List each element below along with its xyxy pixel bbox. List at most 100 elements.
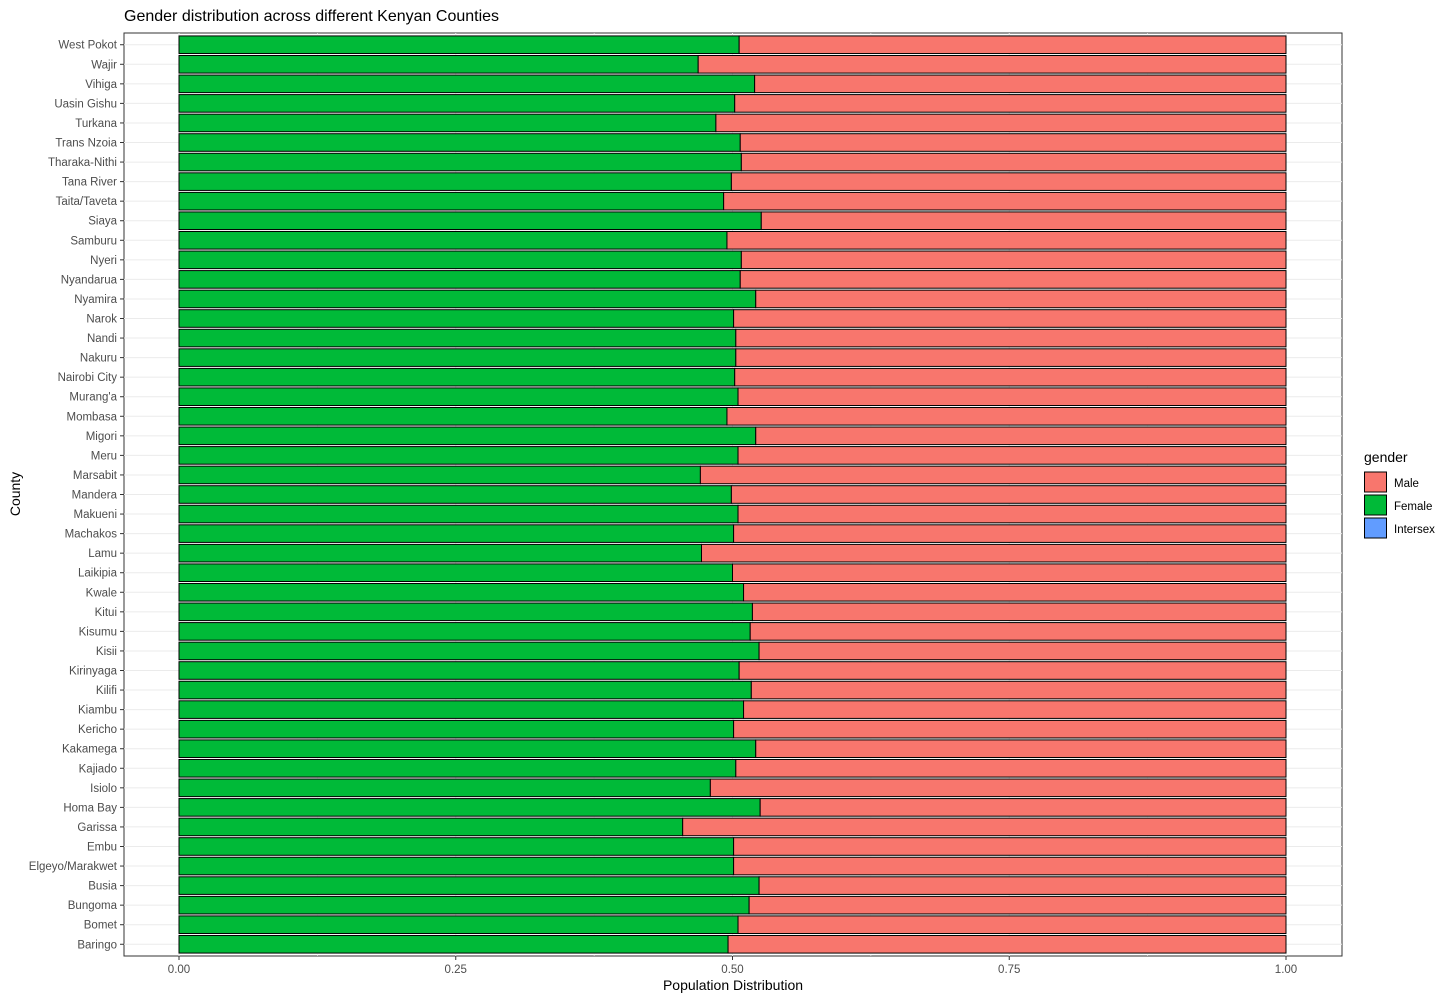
bar-male xyxy=(682,817,1287,837)
bar-male xyxy=(738,661,1287,680)
bar-female xyxy=(178,837,735,856)
y-tick-label: Kwale xyxy=(86,587,117,599)
bar-female xyxy=(178,719,735,739)
bar-male xyxy=(737,915,1287,935)
bar-female xyxy=(178,895,750,915)
bar-female xyxy=(178,661,740,680)
bar-female xyxy=(178,289,757,309)
y-tick-label: Tana River xyxy=(62,177,117,189)
bar-male xyxy=(735,348,1287,367)
bar-female xyxy=(178,446,739,465)
bar-male xyxy=(739,133,1287,152)
y-tick-label: Embu xyxy=(87,841,117,853)
bar-female xyxy=(178,113,717,133)
bar-male xyxy=(726,406,1287,426)
bar-female xyxy=(178,367,736,387)
bar-female xyxy=(178,798,761,817)
y-tick-label: Nyamira xyxy=(74,294,117,306)
y-axis: West Pokot Wajir Vihiga Uasin Gishu Turkana T… xyxy=(29,40,124,951)
y-tick-label: Bomet xyxy=(84,920,118,932)
y-tick-label: Nakuru xyxy=(80,353,117,365)
bar-male xyxy=(740,152,1287,172)
y-tick-label: Lamu xyxy=(88,548,117,560)
bar-male xyxy=(737,387,1287,407)
y-tick-label: Mandera xyxy=(72,490,118,502)
y-tick-label: Kisii xyxy=(96,646,117,658)
bar-male xyxy=(743,700,1287,719)
bar-male xyxy=(738,35,1287,55)
x-tick-label: 0.25 xyxy=(445,964,467,976)
bar-male xyxy=(723,191,1287,211)
bar-female xyxy=(178,172,732,191)
x-tick-label: 1.00 xyxy=(1275,964,1297,976)
bar-male xyxy=(755,289,1287,309)
bar-male xyxy=(734,367,1287,387)
chart-title: Gender distribution across different Ken… xyxy=(124,8,499,25)
bar-female xyxy=(178,915,739,935)
y-tick-label: Turkana xyxy=(75,118,117,130)
y-tick-label: Homa Bay xyxy=(63,802,117,814)
bar-female xyxy=(178,504,739,524)
bar-female xyxy=(178,133,741,152)
bar-female xyxy=(178,348,737,367)
bar-male xyxy=(715,113,1287,133)
bar-male xyxy=(758,876,1287,895)
y-tick-label: Kirinyaga xyxy=(69,665,118,677)
bar-male xyxy=(749,622,1287,641)
bar-female xyxy=(178,387,739,407)
x-tick-label: 0.00 xyxy=(168,964,190,976)
bar-male xyxy=(754,74,1287,94)
y-tick-label: Kericho xyxy=(78,724,117,736)
bar-male xyxy=(758,641,1287,661)
y-tick-label: Bungoma xyxy=(68,900,118,912)
bar-male xyxy=(735,328,1287,348)
legend-label-female: Female xyxy=(1394,501,1432,513)
bar-female xyxy=(178,680,752,700)
legend-key-intersex xyxy=(1364,517,1387,539)
y-tick-label: Machakos xyxy=(65,529,118,541)
bar-male xyxy=(733,837,1287,856)
y-tick-label: Makueni xyxy=(74,509,117,521)
x-axis-title: Population Distribution xyxy=(663,977,803,993)
bar-male xyxy=(759,798,1287,817)
bar-male xyxy=(733,719,1287,739)
bar-male xyxy=(760,211,1287,231)
bar-male xyxy=(727,934,1287,954)
y-tick-label: Vihiga xyxy=(85,79,117,91)
bar-female xyxy=(178,602,753,622)
bar-male xyxy=(734,94,1287,113)
y-tick-label: Baringo xyxy=(77,939,117,951)
y-tick-label: Nairobi City xyxy=(58,372,118,384)
bar-male xyxy=(733,309,1287,328)
bar-female xyxy=(178,270,741,289)
bar-male xyxy=(730,485,1287,504)
x-tick-label: 0.75 xyxy=(998,964,1020,976)
bar-female xyxy=(178,856,735,876)
bar-female xyxy=(178,641,760,661)
bars xyxy=(178,35,1287,954)
bar-female xyxy=(178,426,757,446)
y-tick-label: Samburu xyxy=(70,235,117,247)
y-tick-label: Meru xyxy=(91,450,117,462)
bar-male xyxy=(733,856,1287,876)
y-tick-label: West Pokot xyxy=(58,40,117,52)
bar-male xyxy=(737,504,1287,524)
legend-label-intersex: Intersex xyxy=(1394,524,1435,536)
bar-female xyxy=(178,309,735,328)
bar-female xyxy=(178,230,728,250)
y-tick-label: Taita/Taveta xyxy=(56,196,118,208)
bar-male xyxy=(740,250,1287,270)
bar-male xyxy=(697,54,1287,74)
bar-female xyxy=(178,934,729,954)
bar-female xyxy=(178,465,701,485)
bar-male xyxy=(748,895,1287,915)
legend: gender Male Female Intersex xyxy=(1364,449,1435,539)
bar-female xyxy=(178,74,756,94)
bar-male xyxy=(701,543,1287,563)
y-tick-label: Mombasa xyxy=(67,411,118,423)
bar-female xyxy=(178,54,699,74)
y-tick-label: Nyandarua xyxy=(61,274,118,286)
bar-male xyxy=(755,426,1287,446)
bar-female xyxy=(178,876,760,895)
